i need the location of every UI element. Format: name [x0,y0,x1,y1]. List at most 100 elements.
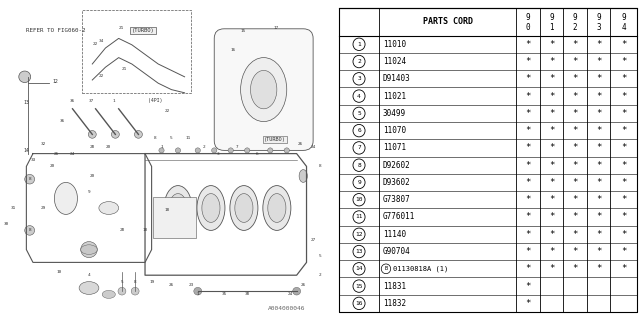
Text: *: * [596,247,602,256]
Text: 28: 28 [119,228,125,232]
Text: *: * [549,195,554,204]
Text: 8: 8 [28,177,31,181]
Text: 4: 4 [357,93,361,99]
Circle shape [268,148,273,153]
FancyBboxPatch shape [153,197,196,238]
Text: 12: 12 [52,79,58,84]
Ellipse shape [164,186,192,230]
Text: 21: 21 [118,26,124,30]
Circle shape [292,287,301,295]
Circle shape [19,71,31,83]
Text: 01130818A (1): 01130818A (1) [393,266,449,272]
Text: 31: 31 [10,206,16,210]
Text: 5: 5 [318,254,321,258]
Text: *: * [525,299,531,308]
Circle shape [353,263,365,275]
Text: *: * [525,40,531,49]
Text: 11070: 11070 [383,126,406,135]
Text: 7: 7 [236,145,239,149]
Text: 26: 26 [298,142,303,146]
Text: *: * [525,178,531,187]
Text: *: * [621,92,627,100]
Text: *: * [621,264,627,273]
Text: *: * [596,161,602,170]
Text: *: * [525,57,531,66]
Text: 14: 14 [23,148,29,153]
Text: (4PI): (4PI) [148,98,163,103]
Text: *: * [549,74,554,83]
Text: 11: 11 [355,214,363,220]
Text: *: * [596,92,602,100]
Text: *: * [621,178,627,187]
Text: *: * [572,178,578,187]
Text: *: * [549,57,554,66]
Text: 11140: 11140 [383,230,406,239]
Text: D91403: D91403 [383,74,411,83]
Text: *: * [525,247,531,256]
Text: 29: 29 [40,206,45,210]
Text: 20: 20 [90,174,95,178]
Text: *: * [621,212,627,221]
Circle shape [353,38,365,51]
Text: *: * [549,212,554,221]
Text: *: * [572,264,578,273]
Ellipse shape [54,182,77,214]
Text: 22: 22 [92,42,97,46]
Text: 35: 35 [221,292,227,296]
Text: 37: 37 [89,100,94,103]
Circle shape [159,148,164,153]
Text: *: * [549,92,554,100]
Text: *: * [549,264,554,273]
Circle shape [353,211,365,223]
Text: *: * [596,74,602,83]
Text: *: * [572,92,578,100]
Text: 19: 19 [149,280,154,284]
Text: 11021: 11021 [383,92,406,100]
Text: 8: 8 [134,280,136,284]
Circle shape [111,131,119,138]
Text: 6: 6 [256,152,259,156]
Text: 8: 8 [28,228,31,232]
Text: *: * [572,195,578,204]
Circle shape [353,297,365,309]
Ellipse shape [99,202,118,214]
Text: 26: 26 [169,283,174,287]
Text: (TURBO): (TURBO) [264,137,285,142]
Circle shape [25,174,35,184]
Text: *: * [549,161,554,170]
Text: 26: 26 [53,152,59,156]
Text: 8: 8 [357,163,361,168]
Text: *: * [621,74,627,83]
Text: 14: 14 [355,266,363,271]
Text: *: * [572,161,578,170]
Text: *: * [549,143,554,152]
Text: 26: 26 [301,283,306,287]
Text: *: * [621,40,627,49]
Text: 24: 24 [287,292,292,296]
Ellipse shape [235,194,253,222]
Circle shape [353,228,365,241]
Ellipse shape [250,70,277,109]
Circle shape [175,148,180,153]
Text: *: * [572,247,578,256]
Text: 0: 0 [525,23,531,32]
Ellipse shape [202,194,220,222]
Text: *: * [525,109,531,118]
Text: 2: 2 [318,273,321,277]
Text: *: * [525,282,531,291]
Circle shape [284,148,289,153]
Circle shape [134,131,142,138]
Text: B: B [385,266,388,271]
Text: 24: 24 [310,145,316,149]
Text: 9: 9 [549,13,554,22]
Text: *: * [621,109,627,118]
Text: *: * [572,57,578,66]
Text: 11071: 11071 [383,143,406,152]
Text: *: * [549,126,554,135]
Text: D93602: D93602 [383,178,411,187]
Text: *: * [572,74,578,83]
Text: 10: 10 [355,197,363,202]
Text: G73807: G73807 [383,195,411,204]
Text: *: * [621,161,627,170]
Text: 20: 20 [106,145,111,149]
